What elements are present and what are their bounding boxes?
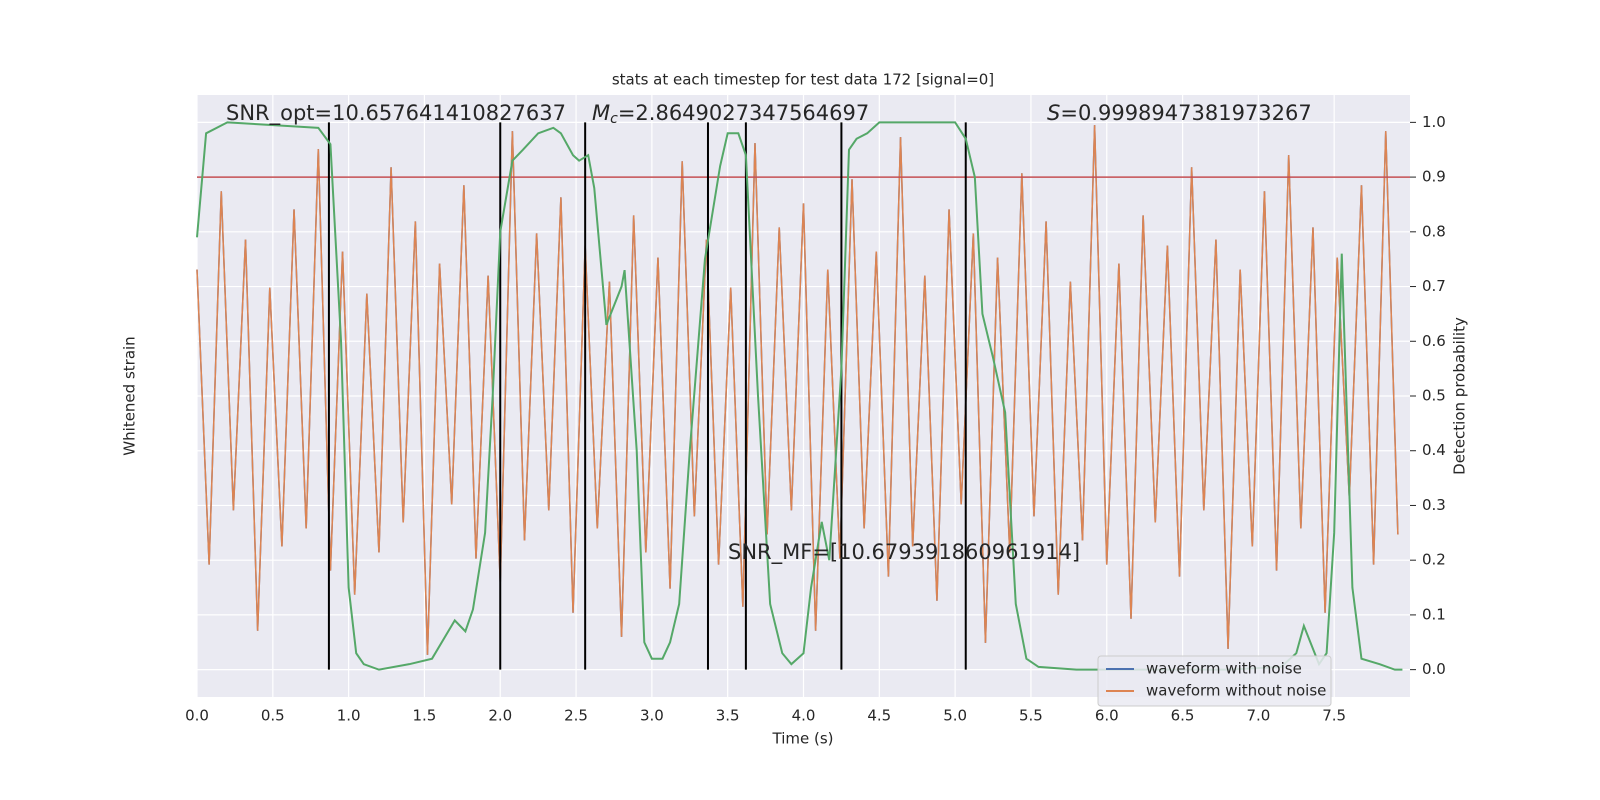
y2-tick-label: 0.3 bbox=[1422, 496, 1446, 514]
x-tick-label: 5.5 bbox=[1019, 707, 1043, 725]
x-tick-label: 4.5 bbox=[867, 707, 891, 725]
annotation-symbol: S bbox=[1047, 101, 1060, 125]
x-tick-label: 1.0 bbox=[337, 707, 361, 725]
annotation: SNR_opt=10.657641410827637 bbox=[226, 101, 566, 126]
legend-label: waveform with noise bbox=[1146, 660, 1302, 678]
x-tick-label: 7.0 bbox=[1246, 707, 1270, 725]
y2-tick-label: 0.6 bbox=[1422, 332, 1446, 350]
x-tick-label: 0.0 bbox=[185, 707, 209, 725]
x-tick-label: 2.0 bbox=[488, 707, 512, 725]
legend-label: waveform without noise bbox=[1146, 682, 1326, 700]
x-tick-label: 5.0 bbox=[943, 707, 967, 725]
annotation: SNR_MF=[10.679391860961914] bbox=[728, 540, 1080, 565]
x-tick-label: 3.5 bbox=[716, 707, 740, 725]
x-tick-label: 6.5 bbox=[1171, 707, 1195, 725]
annotation: Mc=2.8649027347564697 bbox=[592, 101, 869, 127]
annotation-subscript: c bbox=[610, 111, 618, 127]
x-axis-label: Time (s) bbox=[772, 730, 834, 748]
y2-tick-label: 0.2 bbox=[1422, 551, 1446, 569]
y-axis-label: Whitened strain bbox=[121, 336, 139, 455]
y2-tick-label: 0.5 bbox=[1422, 387, 1446, 405]
x-tick-label: 6.0 bbox=[1095, 707, 1119, 725]
y2-tick-label: 1.0 bbox=[1422, 113, 1446, 131]
y2-tick-label: 0.8 bbox=[1422, 222, 1446, 240]
annotation-value: =0.9998947381973267 bbox=[1060, 101, 1311, 125]
y2-tick-label: 0.0 bbox=[1422, 660, 1446, 678]
x-tick-label: 3.0 bbox=[640, 707, 664, 725]
annotation: S=0.9998947381973267 bbox=[1047, 101, 1312, 125]
chart-title: stats at each timestep for test data 172… bbox=[612, 71, 994, 89]
annotation-value: =2.8649027347564697 bbox=[618, 101, 869, 125]
x-tick-label: 7.5 bbox=[1322, 707, 1346, 725]
x-tick-label: 1.5 bbox=[413, 707, 437, 725]
y2-tick-label: 0.7 bbox=[1422, 277, 1446, 295]
y2-axis-label: Detection probability bbox=[1451, 317, 1469, 475]
annotation-symbol: M bbox=[592, 101, 610, 125]
legend-box bbox=[1097, 655, 1332, 707]
waveform-line bbox=[196, 125, 1399, 655]
x-tick-label: 2.5 bbox=[564, 707, 588, 725]
x-tick-label: 4.0 bbox=[792, 707, 816, 725]
y2-tick-label: 0.9 bbox=[1422, 168, 1446, 186]
x-tick-label: 0.5 bbox=[261, 707, 285, 725]
y2-tick-label: 0.1 bbox=[1422, 605, 1446, 623]
y2-tick-label: 0.4 bbox=[1422, 441, 1446, 459]
